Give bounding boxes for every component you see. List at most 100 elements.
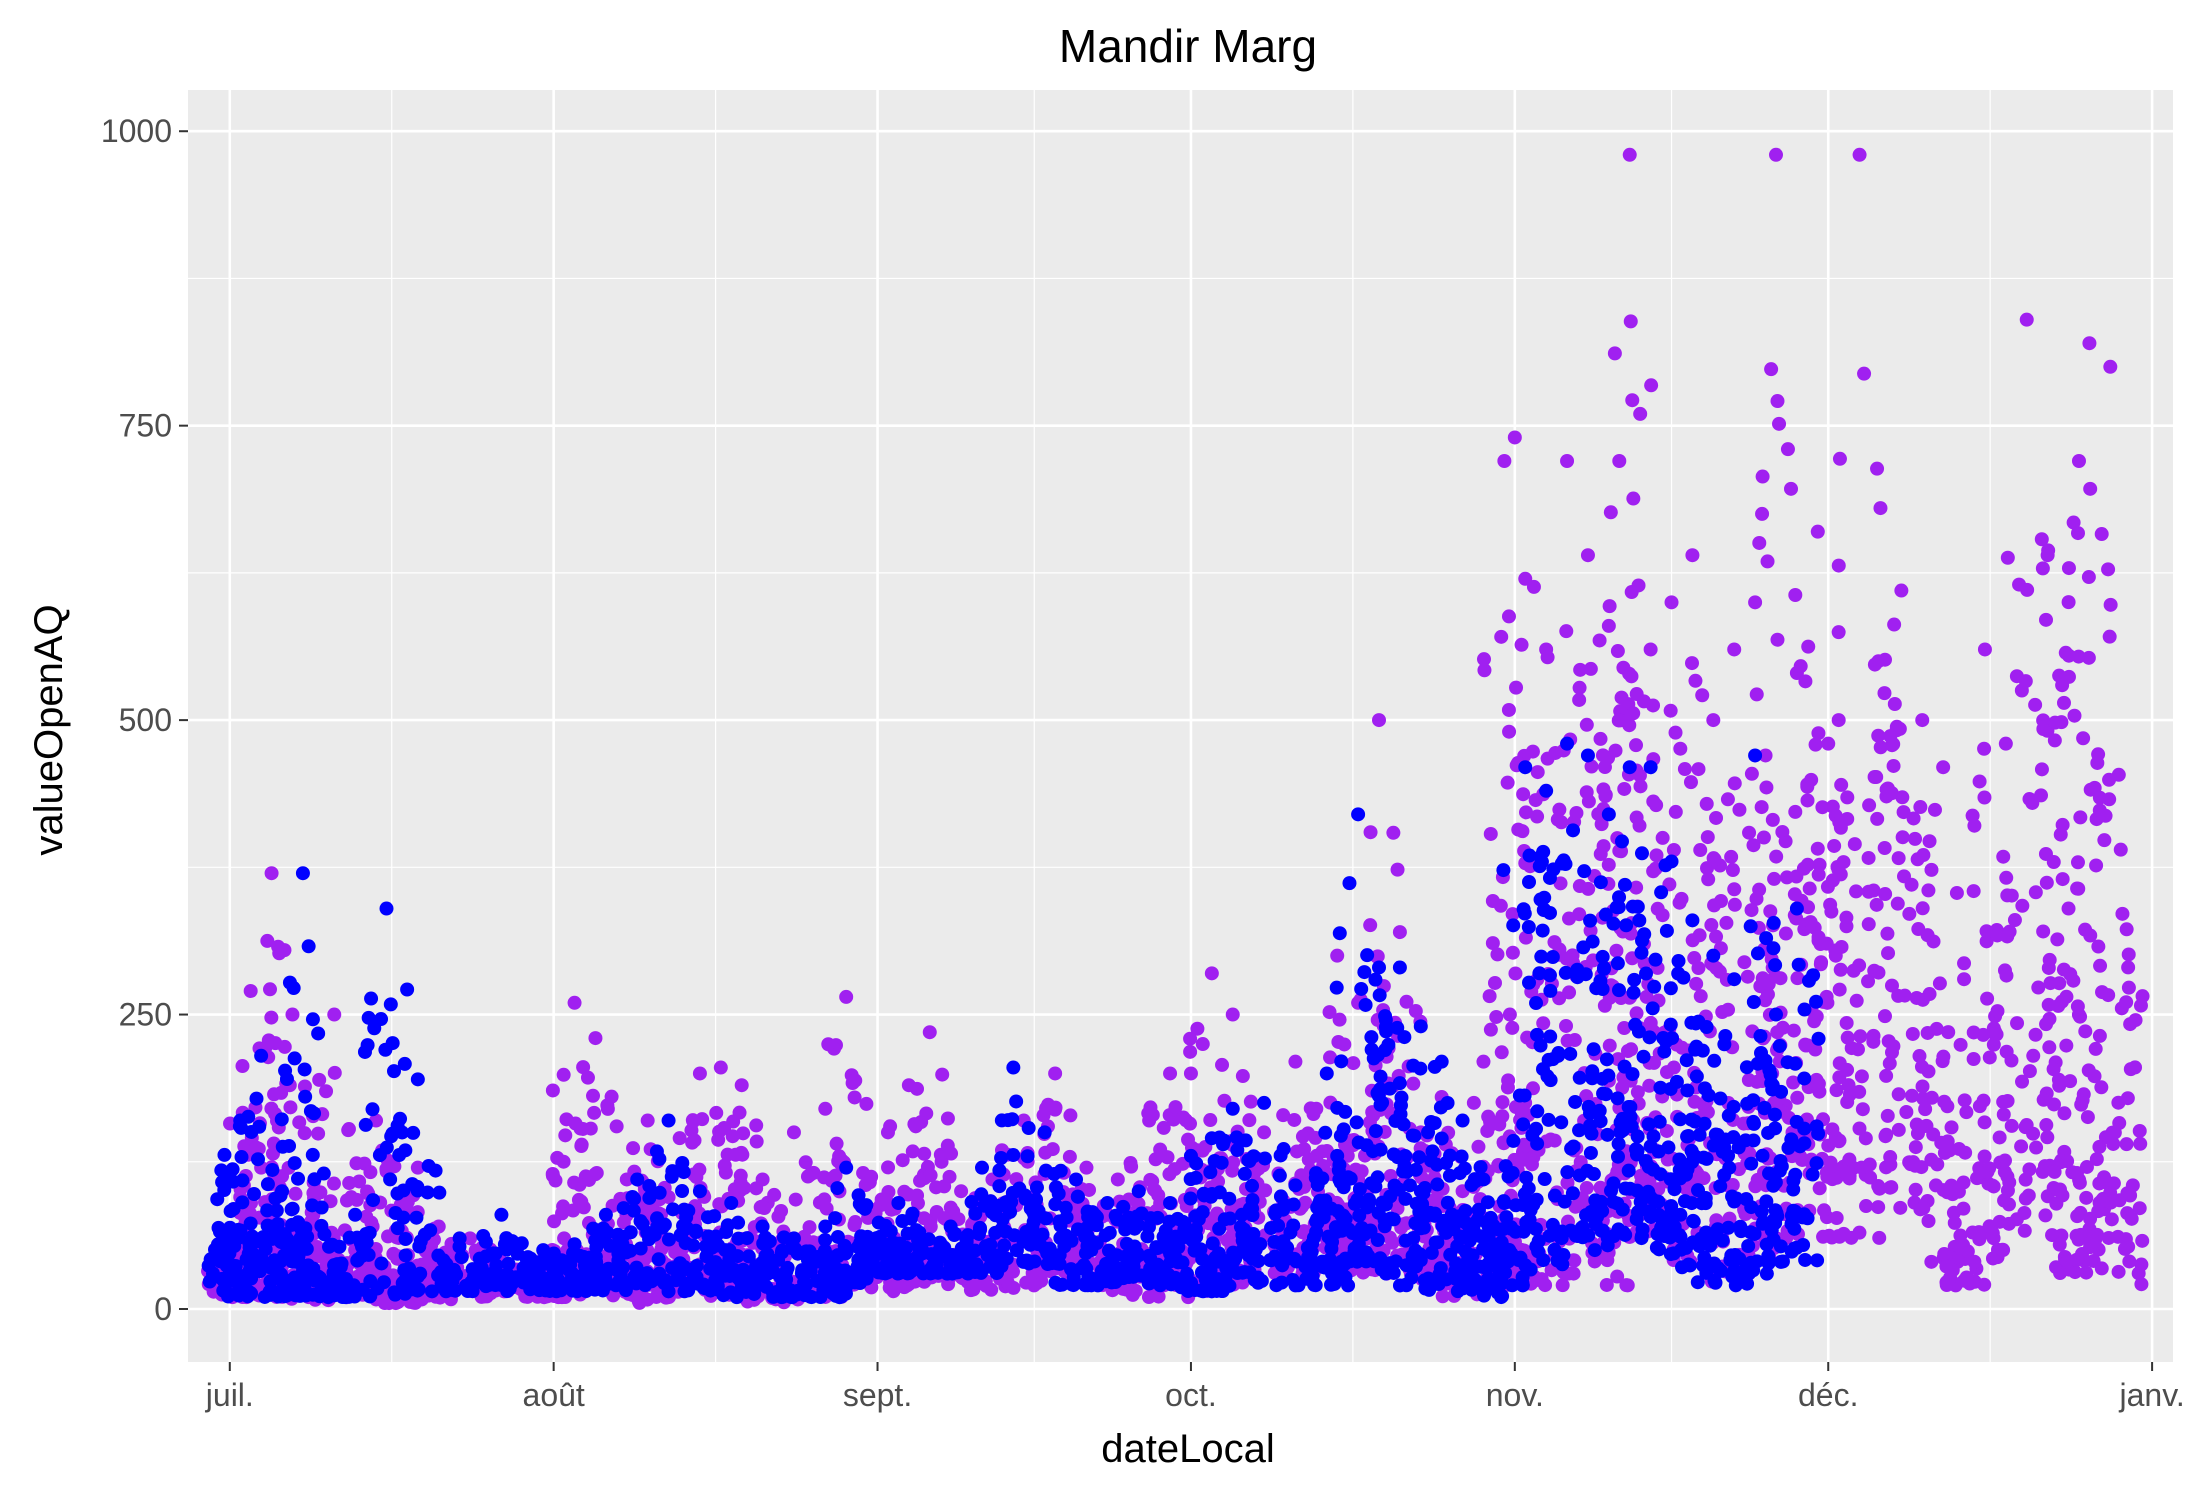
data-point	[1872, 1231, 1886, 1245]
data-point	[476, 1229, 490, 1243]
data-point	[362, 1248, 376, 1262]
data-point	[1707, 898, 1721, 912]
data-point	[1626, 492, 1640, 506]
data-point	[2101, 562, 2115, 576]
data-point	[1330, 949, 1344, 963]
data-point	[641, 1114, 655, 1128]
data-point	[1685, 548, 1699, 562]
data-point	[1490, 947, 1504, 961]
data-point	[1501, 776, 1515, 790]
data-point	[1456, 1114, 1470, 1128]
data-point	[1814, 955, 1828, 969]
data-point	[1708, 852, 1722, 866]
data-point	[831, 1230, 845, 1244]
data-point	[1916, 1201, 1930, 1215]
data-point	[826, 1250, 840, 1264]
data-point	[1439, 1156, 1453, 1170]
data-point	[1054, 1219, 1068, 1233]
data-point	[319, 1084, 333, 1098]
data-point	[1515, 1276, 1529, 1290]
data-point	[1242, 1113, 1256, 1127]
data-point	[674, 1228, 688, 1242]
data-point	[1490, 1278, 1504, 1292]
data-point	[1977, 790, 1991, 804]
data-point	[557, 1155, 571, 1169]
data-point	[1936, 1054, 1950, 1068]
data-point	[2122, 947, 2136, 961]
data-point	[737, 1181, 751, 1195]
data-point	[383, 1172, 397, 1186]
data-point	[924, 1265, 938, 1279]
data-point	[1915, 713, 1929, 727]
data-point	[1176, 1256, 1190, 1270]
data-point	[1883, 729, 1897, 743]
data-point	[1315, 1144, 1329, 1158]
data-point	[1732, 803, 1746, 817]
data-point	[1562, 912, 1576, 926]
data-point	[1780, 870, 1794, 884]
data-point	[913, 1174, 927, 1188]
data-point	[1910, 991, 1924, 1005]
data-point	[1337, 1037, 1351, 1051]
data-point	[709, 1106, 723, 1120]
data-point	[2082, 570, 2096, 584]
data-point	[2115, 907, 2129, 921]
data-point	[1967, 884, 1981, 898]
data-point	[2017, 1206, 2031, 1220]
data-point	[1862, 885, 1876, 899]
data-point	[2082, 1063, 2096, 1077]
data-point	[2120, 922, 2134, 936]
data-point	[1941, 1025, 1955, 1039]
data-point	[2056, 872, 2070, 886]
data-point	[1153, 1143, 1167, 1157]
data-point	[1168, 1162, 1182, 1176]
data-point	[235, 1059, 249, 1073]
data-point	[1878, 653, 1892, 667]
data-point	[1912, 1049, 1926, 1063]
data-point	[1582, 794, 1596, 808]
data-point	[681, 1283, 695, 1297]
data-point	[501, 1268, 515, 1282]
data-point	[1394, 1098, 1408, 1112]
data-point	[1038, 1125, 1052, 1139]
data-point	[1379, 1020, 1393, 1034]
data-point	[363, 1165, 377, 1179]
data-point	[1939, 1259, 1953, 1273]
data-point	[265, 1163, 279, 1177]
data-point	[1727, 882, 1741, 896]
data-point	[1351, 807, 1365, 821]
data-point	[975, 1161, 989, 1175]
data-point	[1006, 1061, 1020, 1075]
data-point	[621, 1277, 635, 1291]
data-point	[1887, 618, 1901, 632]
data-point	[1543, 968, 1557, 982]
data-point	[1506, 946, 1520, 960]
data-point	[1752, 536, 1766, 550]
data-point	[1429, 1192, 1443, 1206]
data-point	[431, 1249, 445, 1263]
data-point	[735, 1078, 749, 1092]
data-point	[261, 1177, 275, 1191]
data-point	[1664, 704, 1678, 718]
data-point	[250, 1264, 264, 1278]
data-point	[1560, 1165, 1574, 1179]
data-point	[1560, 737, 1574, 751]
data-point	[1039, 1164, 1053, 1178]
data-point	[1371, 1233, 1385, 1247]
data-point	[1691, 961, 1705, 975]
data-point	[1916, 901, 1930, 915]
data-point	[1857, 367, 1871, 381]
data-point	[1689, 977, 1703, 991]
data-point	[244, 1125, 258, 1139]
data-point	[2029, 1028, 2043, 1042]
data-point	[267, 1087, 281, 1101]
data-point	[326, 1266, 340, 1280]
data-point	[1489, 1010, 1503, 1024]
data-point	[2071, 999, 2085, 1013]
data-point	[2093, 959, 2107, 973]
data-point	[1538, 1172, 1552, 1186]
data-point	[650, 1144, 664, 1158]
data-point	[1435, 1131, 1449, 1145]
data-point	[2022, 792, 2036, 806]
data-point	[2018, 1224, 2032, 1238]
